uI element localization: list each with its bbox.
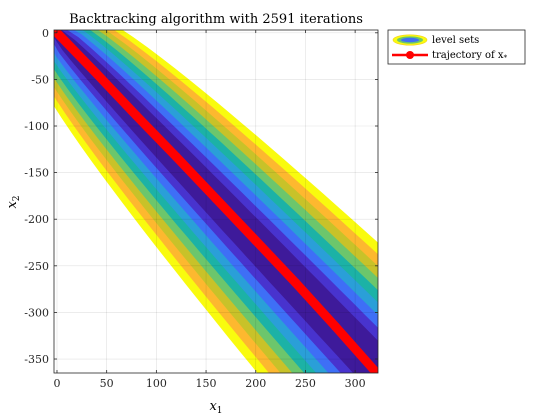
y-tick-label: -150 <box>24 167 49 180</box>
trajectory-point <box>54 30 62 38</box>
trajectory-point <box>370 366 378 373</box>
legend-label-trajectory: trajectory of x* <box>432 50 508 62</box>
grid <box>54 30 378 373</box>
x-tick-label: 150 <box>196 377 217 390</box>
x-tick-label: 250 <box>295 377 316 390</box>
y-tick-label: 0 <box>42 27 49 40</box>
legend-marker <box>406 51 414 59</box>
x-tick-label: 300 <box>345 377 366 390</box>
legend-entry-level-sets: level sets <box>392 34 479 46</box>
y-tick-label: -300 <box>24 306 49 319</box>
x-tick-label: 0 <box>53 377 60 390</box>
y-axis-label: x2 <box>5 195 22 208</box>
y-tick-label: -100 <box>24 120 49 133</box>
trajectory-point <box>251 236 261 246</box>
legend-contour-inner <box>401 37 419 43</box>
x-tick-label: 200 <box>245 377 266 390</box>
y-tick-label: -200 <box>24 213 49 226</box>
y-tick-label: -350 <box>24 353 49 366</box>
trajectory-point <box>131 111 141 121</box>
trajectory-point <box>291 278 301 288</box>
trajectory-point <box>171 152 181 162</box>
legend: level sets trajectory of x* <box>387 29 526 65</box>
legend-label-level-sets: level sets <box>432 35 479 46</box>
x-axis-label: x1 <box>209 399 222 416</box>
x-tick-label: 100 <box>146 377 167 390</box>
y-tick-label: -50 <box>31 73 49 86</box>
axis-ticks: 0 50 100 150 200 250 300 0 -50 -100 -150 -200 -250 -3… <box>24 27 378 390</box>
y-tick-label: -250 <box>24 260 49 273</box>
trajectory-point <box>211 194 221 204</box>
trajectory-point <box>330 321 340 331</box>
trajectory-point <box>92 69 102 79</box>
chart-title: Backtracking algorithm with 2591 iterati… <box>69 12 363 27</box>
x-tick-label: 50 <box>100 377 114 390</box>
trajectory-series <box>54 30 378 373</box>
axes-box <box>53 29 379 374</box>
legend-entry-trajectory: trajectory of x* <box>392 50 508 62</box>
